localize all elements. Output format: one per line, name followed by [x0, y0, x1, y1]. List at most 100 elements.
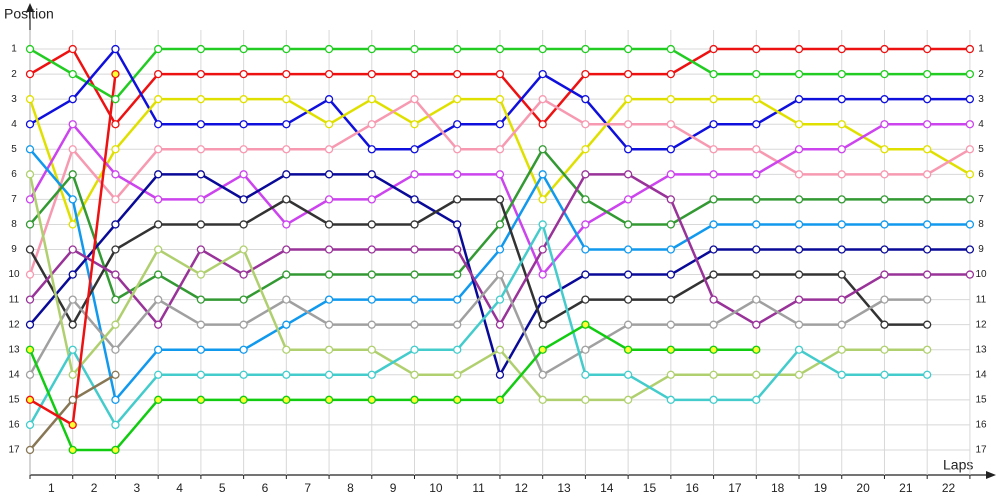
point-marker — [196, 245, 206, 254]
point-marker — [495, 345, 505, 354]
y-axis-title: Position — [4, 6, 54, 22]
point-marker — [794, 145, 804, 154]
x-tick-label: 14 — [600, 481, 614, 495]
point-marker — [367, 345, 376, 354]
point-marker — [495, 245, 505, 254]
point-marker — [367, 120, 376, 129]
point-marker — [453, 370, 462, 379]
point-marker — [623, 95, 633, 104]
y-tick-label-right: 12 — [975, 319, 987, 330]
point-marker — [410, 370, 419, 379]
series-line — [28, 198, 928, 326]
y-tick-label: 8 — [11, 219, 17, 230]
point-marker — [367, 220, 376, 229]
point-marker — [196, 345, 206, 354]
point-marker — [239, 370, 248, 379]
point-marker — [239, 145, 248, 154]
point-marker — [196, 320, 206, 329]
point-marker — [453, 145, 462, 154]
point-marker — [367, 245, 376, 254]
point-marker — [367, 320, 376, 329]
point-marker — [154, 95, 163, 104]
point-marker — [410, 295, 419, 304]
point-marker — [495, 320, 505, 329]
point-marker — [794, 120, 804, 129]
point-marker — [794, 69, 804, 79]
point-marker — [752, 120, 761, 129]
point-marker — [923, 295, 932, 304]
point-marker — [111, 320, 120, 329]
point-marker — [538, 370, 547, 379]
point-marker — [965, 245, 975, 254]
point-marker — [111, 245, 120, 254]
point-marker — [367, 270, 376, 279]
point-marker — [367, 69, 376, 79]
point-marker — [453, 295, 462, 304]
point-marker — [538, 145, 547, 154]
point-marker — [282, 145, 291, 154]
series-line — [28, 323, 757, 452]
y-tick-label-right: 15 — [975, 394, 987, 405]
point-marker — [623, 145, 633, 154]
x-tick-label: 12 — [515, 481, 529, 495]
point-marker — [453, 395, 462, 404]
y-tick-label: 5 — [11, 144, 17, 155]
point-marker — [324, 220, 334, 229]
point-marker — [666, 270, 675, 279]
point-marker — [666, 320, 675, 329]
point-marker — [239, 95, 248, 104]
point-marker — [752, 395, 761, 404]
y-tick-label: 17 — [8, 445, 20, 456]
point-marker — [68, 69, 77, 79]
point-marker — [666, 245, 675, 254]
y-tick-label: 2 — [11, 69, 17, 80]
point-marker — [923, 44, 932, 54]
point-marker — [239, 170, 248, 179]
point-marker — [25, 170, 35, 179]
point-marker — [495, 370, 505, 379]
point-marker — [923, 120, 932, 129]
point-marker — [25, 220, 35, 229]
point-marker — [623, 345, 633, 354]
point-marker — [709, 245, 718, 254]
point-marker — [410, 395, 419, 404]
point-marker — [282, 370, 291, 379]
y-tick-label: 11 — [9, 294, 20, 305]
point-marker — [324, 44, 334, 54]
point-marker — [752, 95, 761, 104]
point-marker — [239, 44, 248, 54]
point-marker — [68, 270, 77, 279]
point-marker — [282, 345, 291, 354]
x-tick-label: 18 — [771, 481, 785, 495]
point-marker — [538, 395, 547, 404]
point-marker — [111, 170, 120, 179]
point-marker — [538, 195, 547, 204]
point-marker — [538, 220, 547, 229]
y-tick-label-right: 13 — [975, 344, 987, 355]
point-marker — [25, 420, 35, 430]
point-marker — [68, 44, 77, 54]
y-tick-label: 1 — [11, 44, 17, 55]
point-marker — [111, 345, 120, 354]
point-marker — [880, 145, 889, 154]
x-tick-label: 17 — [728, 481, 742, 495]
point-marker — [196, 120, 206, 129]
point-marker — [923, 345, 932, 354]
y-tick-label: 6 — [11, 169, 17, 180]
point-marker — [410, 345, 419, 354]
point-marker — [68, 345, 77, 354]
point-marker — [68, 145, 77, 154]
point-marker — [880, 195, 889, 204]
point-marker — [453, 69, 462, 79]
y-tick-label-right: 9 — [978, 244, 984, 255]
point-marker — [196, 95, 206, 104]
point-marker — [880, 44, 889, 54]
point-marker — [68, 220, 77, 229]
point-marker — [196, 145, 206, 154]
point-marker — [581, 69, 590, 79]
point-marker — [111, 120, 120, 129]
point-marker — [752, 220, 761, 229]
point-marker — [282, 170, 291, 179]
point-marker — [880, 95, 889, 104]
point-marker — [111, 395, 120, 404]
